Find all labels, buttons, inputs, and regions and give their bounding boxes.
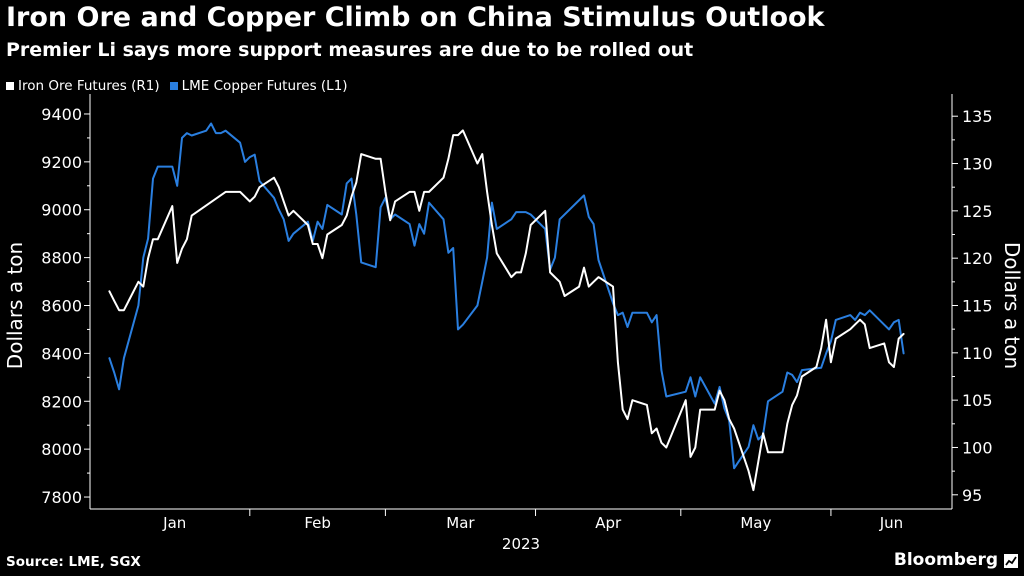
- left-tick-label: 8000: [41, 440, 82, 459]
- source-note: Source: LME, SGX: [6, 554, 141, 570]
- x-tick-label: May: [740, 514, 771, 532]
- legend: Iron Ore Futures (R1) LME Copper Futures…: [6, 78, 348, 94]
- legend-swatch-copper: [169, 82, 178, 90]
- right-tick-label: 110: [962, 344, 993, 363]
- left-tick-label: 9200: [41, 153, 82, 172]
- left-tick-label: 9000: [41, 201, 82, 220]
- right-axis-title: Dollars a ton: [1000, 242, 1024, 369]
- x-tick-label: Feb: [304, 514, 331, 532]
- legend-swatch-iron-ore: [6, 82, 14, 90]
- x-tick-label: Jun: [879, 514, 903, 532]
- left-tick-label: 8200: [41, 392, 82, 411]
- left-tick-label: 8600: [41, 297, 82, 316]
- x-tick-label: Mar: [446, 514, 475, 532]
- x-tick-label: Apr: [595, 514, 622, 532]
- left-tick-label: 8400: [41, 344, 82, 363]
- series-line-iron-ore: [108, 129, 905, 492]
- right-tick-label: 100: [962, 438, 993, 457]
- legend-label-copper: LME Copper Futures (L1): [181, 78, 348, 94]
- left-tick-label: 7800: [41, 488, 82, 507]
- chart-title: Iron Ore and Copper Climb on China Stimu…: [6, 2, 825, 33]
- right-tick-label: 105: [962, 391, 993, 410]
- right-tick-label: 125: [962, 202, 993, 221]
- series-line-copper: [108, 122, 905, 470]
- x-tick-label: Jan: [162, 514, 186, 532]
- right-tick-label: 95: [962, 486, 982, 505]
- right-tick-label: 115: [962, 297, 993, 316]
- right-tick-label: 135: [962, 107, 993, 126]
- left-axis-title: Dollars a ton: [3, 242, 27, 369]
- legend-label-iron-ore: Iron Ore Futures (R1): [18, 78, 160, 94]
- chart-subtitle: Premier Li says more support measures ar…: [6, 39, 694, 61]
- legend-item-iron-ore: Iron Ore Futures (R1): [6, 78, 160, 94]
- x-axis-label: 2023: [502, 535, 540, 553]
- brand-logo-text: Bloomberg: [893, 550, 998, 570]
- right-tick-label: 130: [962, 155, 993, 174]
- bloomberg-mark-icon: [1004, 554, 1018, 568]
- right-tick-label: 120: [962, 249, 993, 268]
- left-tick-label: 8800: [41, 249, 82, 268]
- left-tick-label: 9400: [41, 105, 82, 124]
- legend-item-copper: LME Copper Futures (L1): [169, 78, 348, 94]
